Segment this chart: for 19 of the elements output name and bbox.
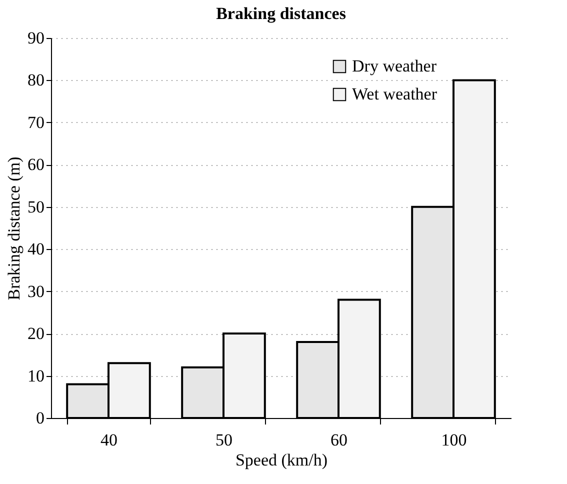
y-tick-label: 20 xyxy=(28,324,44,344)
y-tick-label: 90 xyxy=(28,28,44,48)
y-tick-label: 10 xyxy=(28,366,44,386)
y-tick-label: 60 xyxy=(28,155,44,174)
x-tick-label: 50 xyxy=(216,430,232,450)
y-tick-label: 40 xyxy=(28,240,44,259)
legend-label: Wet weather xyxy=(352,84,438,104)
legend-label: Dry weather xyxy=(352,56,437,76)
y-axis-title: Braking distance (m) xyxy=(4,156,24,300)
x-tick-label: 60 xyxy=(330,430,348,450)
x-tick-label: 100 xyxy=(441,430,467,450)
y-tick-label: 80 xyxy=(28,70,44,90)
y-tick-label: 70 xyxy=(28,112,44,132)
x-tick-label: 40 xyxy=(100,430,118,450)
y-tick-label: 0 xyxy=(36,408,44,428)
chart-title: Braking distances xyxy=(216,4,346,23)
y-tick-label: 30 xyxy=(28,282,44,301)
x-axis-title: Speed (km/h) xyxy=(235,450,328,470)
y-tick-label: 50 xyxy=(28,197,44,216)
